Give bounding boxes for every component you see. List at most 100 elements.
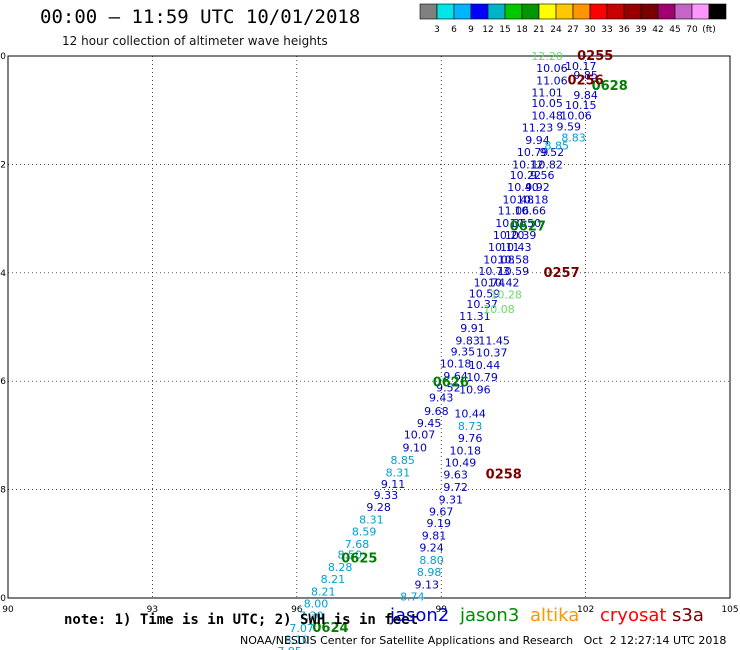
wave-height-value: 9.83: [455, 335, 480, 348]
wave-height-value: 7.30: [299, 609, 324, 622]
wave-height-value: 8.85: [544, 139, 569, 152]
map-plot: 90939699102105-30-32-34-36-38-4010.0611.…: [0, 49, 739, 650]
lon-tick-label: 105: [721, 605, 738, 615]
wave-height-value: 11.06: [536, 74, 568, 87]
wave-height-value: 10.50: [510, 217, 542, 230]
wave-height-value: 10.37: [476, 346, 508, 359]
wave-height-value: 10.37: [466, 298, 498, 311]
wave-height-value: 9.33: [374, 489, 399, 502]
wave-height-value: 10.20: [493, 229, 525, 242]
wave-height-value: 11.31: [459, 310, 491, 323]
lat-tick-label: -34: [0, 269, 6, 279]
wave-height-value: 10.48: [502, 194, 534, 207]
wave-height-value: 8.21: [311, 585, 336, 598]
lon-tick-label: 93: [147, 605, 158, 615]
wave-height-value: 10.43: [500, 241, 532, 254]
wave-height-value: 10.59: [469, 287, 501, 300]
wave-height-value: 11.23: [522, 122, 554, 135]
wave-height-value: 10.11: [488, 241, 520, 254]
wave-height-value: 9.52: [540, 146, 565, 159]
wave-height-value: 9.28: [366, 501, 391, 514]
wave-height-value: 10.48: [531, 110, 563, 123]
wave-height-value: 10.42: [488, 277, 520, 290]
color-scale-label: 42: [652, 25, 663, 35]
wave-height-value: 10.06: [536, 62, 568, 75]
color-scale-label: 12: [482, 25, 493, 35]
wave-height-value: 10.96: [459, 383, 491, 396]
wave-height-value: 10.15: [565, 99, 597, 112]
wave-height-value: 12.20: [531, 50, 563, 63]
satellite-legend-item: cryosat: [600, 605, 667, 626]
wave-height-value: 10.35: [495, 217, 527, 230]
color-scale-label: 45: [669, 25, 680, 35]
wave-height-value: 9.35: [451, 345, 476, 358]
pass-time-label: 0628: [592, 79, 628, 94]
color-scale-label: (ft): [702, 25, 716, 35]
wave-height-value: 10.08: [483, 253, 515, 266]
wave-height-value: 10.40: [507, 181, 539, 194]
wave-height-value: 8.85: [390, 454, 415, 467]
lat-tick-label: -40: [0, 594, 6, 604]
wave-height-value: 8.31: [359, 513, 384, 526]
wave-height-value: 8.98: [417, 566, 442, 579]
wave-height-value: 7.07: [289, 622, 314, 635]
pass-time-label: 0255: [577, 49, 613, 64]
wave-height-value: 9.52: [436, 382, 461, 395]
pass-time-label: 0257: [543, 266, 579, 281]
pass-time-label: 0625: [341, 551, 377, 566]
lat-tick-label: -36: [0, 377, 6, 387]
wave-height-value: 7.68: [345, 538, 370, 551]
wave-height-value: 8.21: [321, 573, 346, 586]
wave-height-value: 7.95: [277, 645, 302, 650]
color-scale-label: 24: [550, 25, 562, 35]
map-frame: [7, 55, 731, 599]
color-scale-label: 9: [468, 25, 474, 35]
wave-height-value: 8.31: [386, 466, 411, 479]
wave-height-value: 10.79: [466, 371, 498, 384]
color-scale-label: 15: [499, 25, 510, 35]
satellite-legend-item: jason3: [460, 605, 520, 626]
page-title: 00:00 – 11:59 UTC 10/01/2018: [40, 6, 361, 28]
wave-height-value: 11.01: [531, 86, 563, 99]
wave-height-value: 8.73: [458, 420, 483, 433]
wave-height-value: 9.45: [417, 417, 442, 430]
note-text: note: 1) Time is in UTC; 2) SWH is in fe…: [64, 612, 419, 628]
wave-height-value: 10.44: [454, 408, 486, 421]
lon-tick-label: 90: [2, 605, 14, 615]
color-scale-label: 33: [601, 25, 612, 35]
wave-height-value: 10.82: [531, 158, 563, 171]
wave-height-value: 9.72: [443, 481, 468, 494]
wave-height-value: 9.94: [525, 134, 550, 147]
wave-height-value: 9.59: [557, 120, 582, 133]
satellite-legend-item: altika: [530, 605, 580, 626]
wave-height-value: 10.66: [514, 204, 546, 217]
wave-height-value: 10.39: [505, 229, 537, 242]
wave-height-value: 8.50: [337, 549, 362, 562]
wave-height-value: 10.18: [450, 445, 482, 458]
wave-height-value: 10.49: [445, 457, 477, 470]
wave-height-value: 10.08: [483, 303, 515, 316]
wave-height-value: 9.92: [525, 181, 550, 194]
color-scale-label: 18: [516, 25, 528, 35]
wave-height-value: 9.19: [427, 517, 452, 530]
lat-tick-label: -38: [0, 486, 6, 496]
wave-height-value: 9.68: [424, 405, 449, 418]
wave-height-value: 10.79: [517, 146, 549, 159]
pass-time-label: 0626: [433, 375, 469, 390]
wave-height-value: 10.18: [440, 357, 472, 370]
wave-height-value: 9.67: [429, 505, 454, 518]
pass-time-label: 0627: [510, 220, 546, 235]
wave-height-value: 8.28: [328, 561, 353, 574]
color-swatch: [708, 3, 727, 20]
wave-height-value: 10.74: [474, 277, 506, 290]
wave-height-value: 9.63: [443, 468, 468, 481]
wave-height-value: 9.76: [458, 432, 483, 445]
color-scale-label: 27: [567, 25, 578, 35]
wave-height-value: 10.06: [560, 110, 592, 123]
wave-height-value: 10.07: [404, 428, 436, 441]
wave-height-value: 8.80: [419, 554, 444, 567]
color-scale-label: 3: [434, 25, 440, 35]
color-scale-label: 21: [533, 25, 544, 35]
wave-height-value: 11.45: [478, 335, 510, 348]
